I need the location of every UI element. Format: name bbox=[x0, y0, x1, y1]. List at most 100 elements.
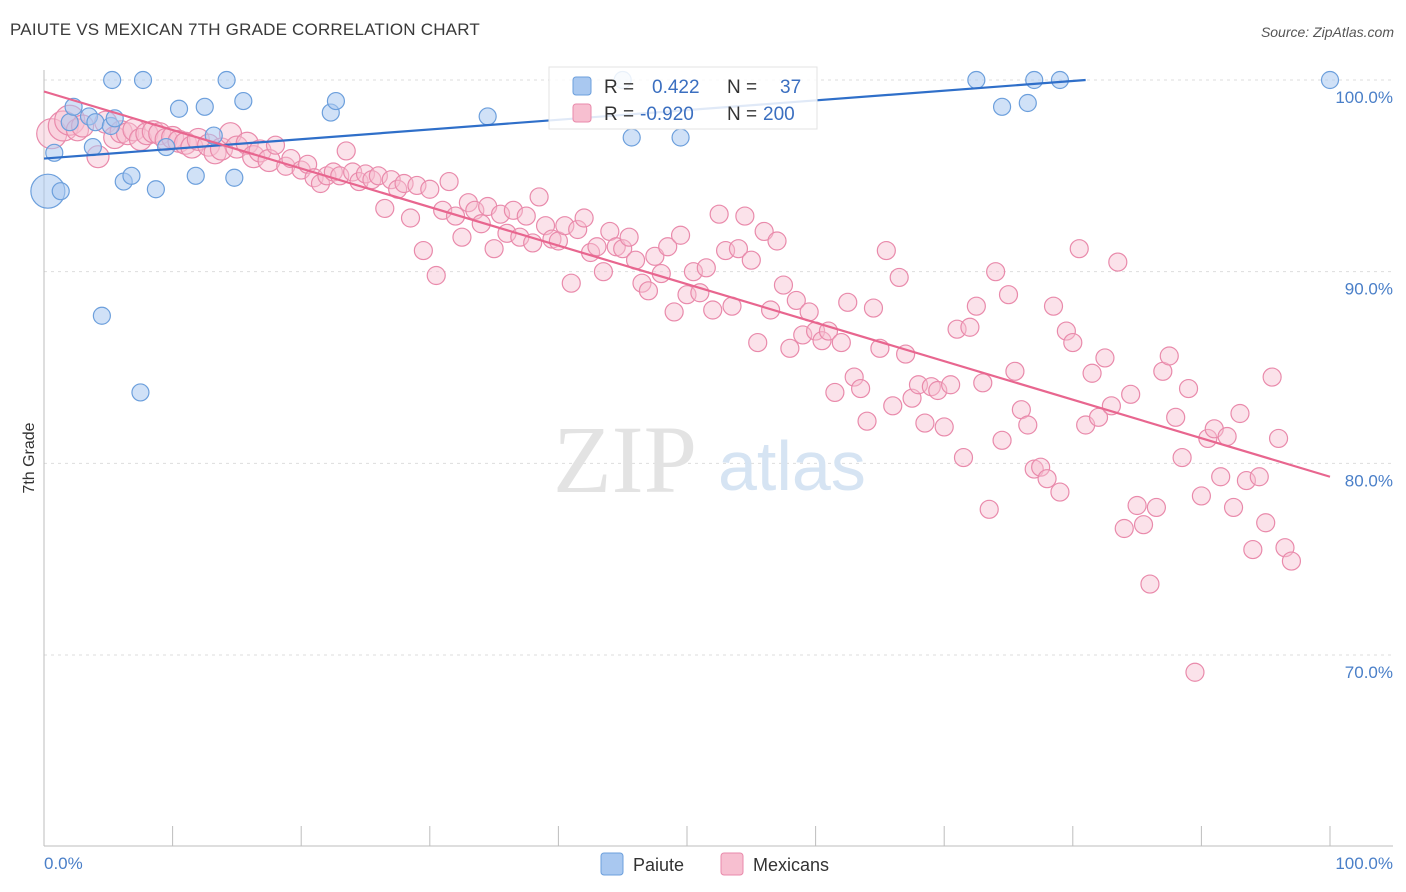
mexicans-point bbox=[645, 246, 665, 266]
legend-r-label-paiute: R = bbox=[604, 77, 634, 98]
mexicans-point bbox=[696, 258, 716, 278]
mexicans-point bbox=[786, 290, 806, 311]
mexicans-point bbox=[1133, 515, 1154, 535]
paiute-point bbox=[478, 107, 497, 126]
mexicans-point bbox=[561, 273, 581, 293]
mexicans-point bbox=[818, 321, 839, 341]
mexicans-point bbox=[529, 187, 549, 207]
y-tick-label: 90.0% bbox=[1345, 280, 1393, 299]
y-tick-label: 100.0% bbox=[1335, 88, 1393, 107]
mexicans-point bbox=[1159, 346, 1179, 366]
paiute-point bbox=[92, 306, 111, 325]
mexicans-point bbox=[471, 214, 491, 234]
mexicans-point bbox=[934, 417, 954, 437]
bottom-legend-swatch-mexicans bbox=[720, 852, 744, 876]
mexicans-point bbox=[1211, 467, 1231, 487]
legend-r-value-mexicans: -0.920 bbox=[640, 104, 694, 125]
mexicans-point bbox=[574, 208, 594, 228]
mexicans-point bbox=[876, 240, 896, 261]
mexicans-point bbox=[1178, 378, 1199, 399]
series-mexicans-points bbox=[36, 104, 1302, 682]
mexicans-point bbox=[1146, 497, 1166, 518]
mexicans-point bbox=[992, 430, 1012, 450]
mexicans-point bbox=[883, 396, 903, 416]
mexicans-point bbox=[754, 221, 774, 242]
mexicans-point bbox=[490, 204, 511, 224]
mexicans-point bbox=[407, 175, 427, 196]
mexicans-point bbox=[1063, 332, 1083, 353]
mexicans-point bbox=[420, 179, 440, 199]
mexicans-point bbox=[265, 135, 286, 155]
paiute-point bbox=[967, 70, 986, 90]
paiute-point bbox=[234, 91, 253, 111]
mexicans-point bbox=[670, 225, 691, 245]
mexicans-point bbox=[1249, 467, 1269, 487]
y-tick-label: 70.0% bbox=[1345, 663, 1393, 682]
watermark-zip: ZIP bbox=[553, 406, 697, 513]
mexicans-point bbox=[664, 302, 684, 322]
grid-lines bbox=[44, 79, 1393, 656]
mexicans-point bbox=[915, 413, 935, 433]
mexicans-point bbox=[587, 237, 607, 257]
mexicans-point bbox=[896, 344, 916, 364]
mexicans-point bbox=[115, 122, 140, 146]
mexicans-point bbox=[1191, 486, 1212, 506]
paiute-point bbox=[157, 137, 176, 157]
mexicans-point bbox=[1223, 497, 1244, 518]
paiute-point bbox=[1018, 93, 1037, 113]
x-tick-label-min: 0.0% bbox=[44, 854, 83, 873]
mexicans-point bbox=[439, 171, 459, 192]
legend-r-value-paiute: 0.422 bbox=[652, 77, 700, 98]
mexicans-point bbox=[1005, 361, 1025, 381]
mexicans-point bbox=[1268, 428, 1289, 449]
mexicans-point bbox=[728, 239, 749, 259]
paiute-point bbox=[103, 70, 122, 90]
mexicans-point bbox=[613, 239, 633, 259]
mexicans-point bbox=[851, 378, 871, 399]
paiute-point bbox=[169, 99, 189, 118]
paiute-point bbox=[225, 168, 244, 187]
mexicans-point bbox=[1095, 348, 1115, 368]
mexicans-point bbox=[941, 375, 961, 395]
mexicans-point bbox=[413, 240, 433, 261]
mexicans-point bbox=[1121, 384, 1141, 404]
mexicans-point bbox=[986, 262, 1006, 282]
mexicans-point bbox=[1043, 296, 1064, 316]
mexicans-point bbox=[831, 332, 851, 353]
mexicans-point bbox=[638, 281, 659, 301]
bottom-legend-label-paiute: Paiute bbox=[633, 855, 684, 875]
mexicans-point bbox=[748, 332, 768, 353]
paiute-point bbox=[195, 97, 214, 116]
paiute-point bbox=[131, 383, 150, 402]
mexicans-point bbox=[593, 262, 614, 282]
mexicans-point bbox=[1281, 551, 1302, 571]
mexicans-point bbox=[741, 250, 761, 270]
paiute-point bbox=[204, 126, 223, 145]
mexicans-point bbox=[1172, 447, 1192, 468]
y-tick-labels: 70.0% 80.0% 90.0% 100.0% bbox=[1335, 88, 1393, 682]
mexicans-point bbox=[1140, 574, 1160, 594]
mexicans-point bbox=[400, 208, 421, 228]
paiute-point bbox=[1050, 70, 1070, 90]
paiute-point bbox=[86, 113, 105, 132]
legend-n-value-mexicans: 200 bbox=[763, 104, 795, 125]
mexicans-point bbox=[445, 206, 466, 226]
mexicans-point bbox=[844, 367, 864, 387]
mexicans-point bbox=[857, 411, 877, 431]
mexicans-point bbox=[812, 331, 832, 351]
x-tick-label-max: 100.0% bbox=[1335, 854, 1393, 873]
legend-n-label-paiute: N = bbox=[727, 77, 757, 98]
mexicans-point bbox=[793, 325, 813, 345]
paiute-point bbox=[133, 70, 153, 90]
mexicans-point bbox=[1230, 403, 1250, 424]
paiute-point bbox=[217, 70, 236, 90]
watermark: ZIP atlas bbox=[553, 406, 866, 513]
mexicans-point bbox=[1236, 470, 1257, 491]
mexicans-point bbox=[568, 219, 588, 240]
mexicans-point bbox=[709, 204, 729, 224]
legend-swatch-mexicans bbox=[572, 103, 592, 123]
legend-n-value-paiute: 37 bbox=[780, 77, 801, 98]
y-axis-label: 7th Grade bbox=[21, 422, 38, 493]
mexicans-point bbox=[1018, 415, 1038, 435]
